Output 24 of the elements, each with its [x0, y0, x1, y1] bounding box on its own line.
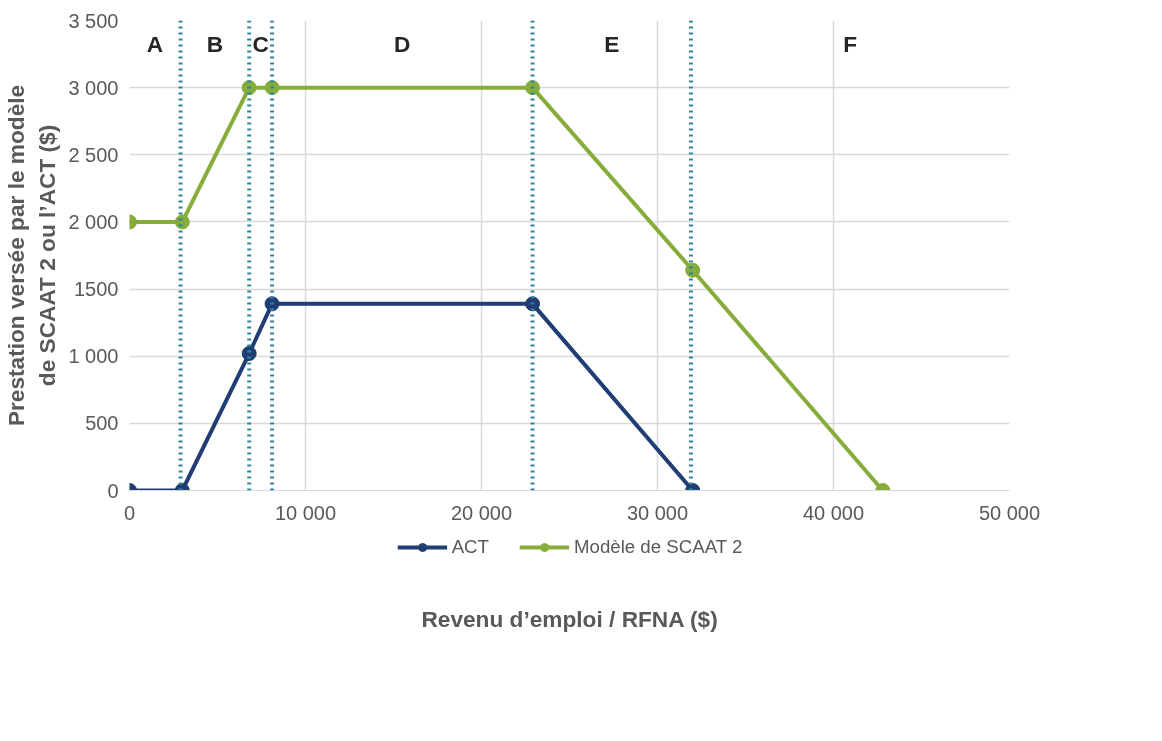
- x-tick-label: 10 000: [274, 501, 337, 524]
- annotation: B: [206, 31, 224, 57]
- legend-label: ACT: [451, 536, 489, 558]
- y-tick-label: 1 000: [68, 345, 119, 368]
- y-tick-label: 500: [85, 412, 119, 435]
- annotation: A: [146, 31, 164, 57]
- x-tick-label: 20 000: [450, 501, 513, 524]
- x-tick-label: 50 000: [978, 501, 1041, 524]
- y-tick-label: 2 000: [68, 210, 119, 233]
- y-tick-label: 3 500: [68, 9, 119, 32]
- y-axis-title: Prestation versée par le modèle de SCAAT 2 ou l’ACT ($): [3, 84, 61, 427]
- y-tick-label: 2 500: [68, 143, 119, 166]
- x-tick-label: 0: [123, 501, 136, 524]
- y-tick-label: 3 000: [68, 76, 119, 99]
- y-tick-label: 0: [107, 479, 119, 502]
- x-axis-title: Revenu d’emploi / RFNA ($): [421, 605, 718, 632]
- annotation: D: [394, 31, 411, 57]
- legend-label: Modèle de SCAAT 2: [573, 536, 743, 558]
- y-tick-label: 1500: [74, 278, 119, 301]
- annotation: C: [252, 31, 269, 57]
- annotation: E: [604, 31, 620, 57]
- annotation: F: [843, 31, 858, 57]
- x-tick-label: 40 000: [802, 501, 865, 524]
- x-tick-label: 30 000: [626, 501, 689, 524]
